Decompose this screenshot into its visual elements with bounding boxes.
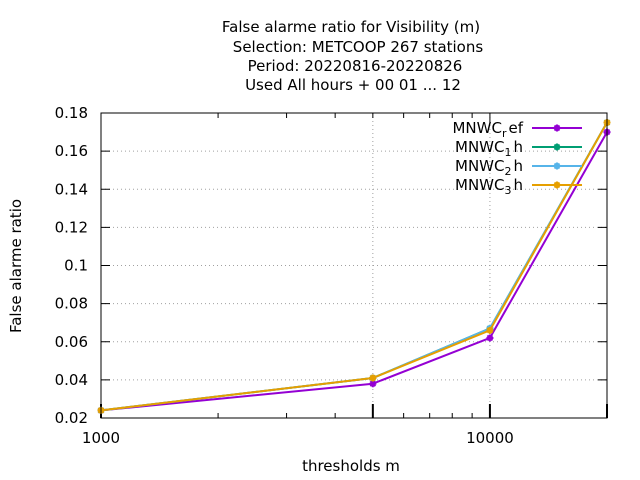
legend-name-rest: h — [513, 138, 523, 156]
title-line-3: Period: 20220816-20220826 — [248, 57, 463, 75]
legend-name-subscript: 3 — [504, 184, 511, 197]
tick-labels: 0.02 0.04 0.06 0.08 0.1 0.12 0.14 0.16 0.18 1000 1… — [55, 104, 514, 447]
data-series — [97, 119, 611, 414]
series-2 — [97, 119, 611, 414]
legend-name-main: MNWC — [455, 138, 504, 156]
legend-item-1: MNWCr ef — [452, 119, 582, 140]
y-axis-label: False alarme ratio — [7, 199, 25, 333]
legend-label: MNWC1 h — [455, 138, 523, 159]
data-point — [369, 380, 377, 388]
legend-name-main: MNWC — [455, 157, 504, 175]
title-line-2: Selection: METCOOP 267 stations — [233, 38, 484, 56]
series-4 — [97, 119, 611, 414]
title-line-4: Used All hours + 00 01 ... 12 — [245, 76, 461, 94]
y-tick-label: 0.16 — [55, 142, 88, 160]
legend-label: MNWC2 h — [455, 157, 523, 178]
data-point — [486, 326, 494, 334]
y-tick-label: 0.08 — [55, 295, 88, 313]
x-tick-label: 1000 — [82, 429, 120, 447]
legend-swatch-marker — [553, 124, 561, 132]
legend-name-main: MNWC — [452, 119, 501, 137]
y-tick-label: 0.12 — [55, 218, 88, 236]
x-tick-label: 10000 — [466, 429, 514, 447]
y-tick-label: 0.04 — [55, 371, 88, 389]
series-line — [100, 131, 608, 412]
series-3 — [97, 119, 611, 414]
legend-name-subscript: r — [502, 127, 507, 140]
y-tick-label: 0.06 — [55, 333, 88, 351]
legend-swatch-marker — [553, 143, 561, 151]
legend-name-rest: h — [513, 176, 523, 194]
legend-name-main: MNWC — [455, 176, 504, 194]
series-1 — [97, 128, 611, 414]
legend-label: MNWCr ef — [452, 119, 523, 140]
title-line-1: False alarme ratio for Visibility (m) — [222, 18, 480, 36]
legend-swatch-marker — [553, 162, 561, 170]
data-point — [369, 374, 377, 382]
legend-item-4: MNWC3 h — [455, 176, 582, 197]
legend-swatch-marker — [553, 181, 561, 189]
legend-item-2: MNWC1 h — [455, 138, 582, 159]
grid — [101, 113, 607, 418]
plot-area-frame — [100, 112, 608, 419]
legend-item-3: MNWC2 h — [455, 157, 582, 178]
legend-name-rest: ef — [508, 119, 523, 137]
legend-label: MNWC3 h — [455, 176, 523, 197]
data-point — [486, 334, 494, 342]
y-tick-label: 0.1 — [64, 257, 88, 275]
x-axis-label: thresholds m — [302, 457, 400, 475]
legend-name-rest: h — [513, 157, 523, 175]
series-line — [100, 122, 608, 412]
legend-name-subscript: 1 — [504, 146, 511, 159]
legend-name-subscript: 2 — [504, 165, 511, 178]
y-tick-label: 0.02 — [55, 409, 88, 427]
chart-title: False alarme ratio for Visibility (m) Se… — [222, 18, 483, 94]
y-tick-label: 0.18 — [55, 104, 88, 122]
y-tick-label: 0.14 — [55, 180, 88, 198]
